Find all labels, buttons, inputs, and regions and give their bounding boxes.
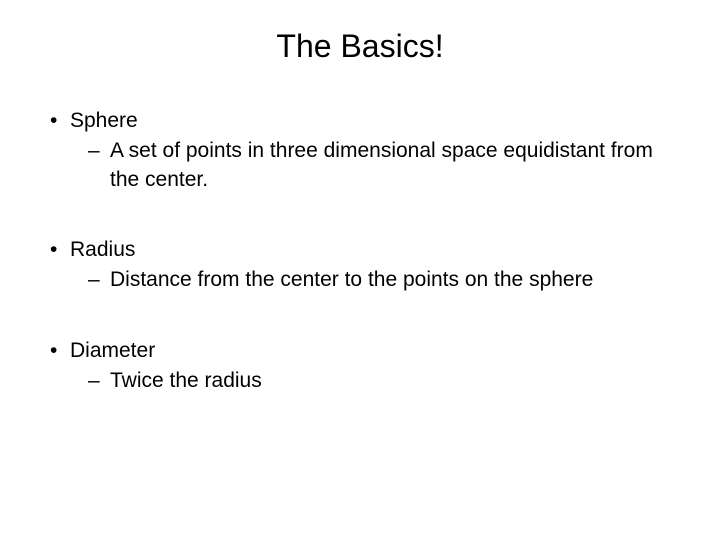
bullet-definition: Distance from the center to the points o… (110, 268, 593, 291)
bullet-definition: Twice the radius (110, 369, 262, 392)
bullet-term: Diameter (70, 339, 155, 362)
bullet-item: Diameter Twice the radius (48, 337, 680, 396)
slide-title: The Basics! (40, 28, 680, 65)
bullet-term: Sphere (70, 109, 138, 132)
bullet-term: Radius (70, 238, 135, 261)
slide-content: Sphere A set of points in three dimensio… (40, 107, 680, 395)
slide-container: The Basics! Sphere A set of points in th… (0, 0, 720, 540)
sub-bullet-item: Twice the radius (88, 367, 680, 395)
sub-bullet-item: A set of points in three dimensional spa… (88, 137, 680, 194)
bullet-definition: A set of points in three dimensional spa… (110, 139, 653, 190)
sub-bullet-list: Twice the radius (70, 367, 680, 395)
bullet-item: Sphere A set of points in three dimensio… (48, 107, 680, 194)
sub-bullet-item: Distance from the center to the points o… (88, 266, 680, 294)
sub-bullet-list: Distance from the center to the points o… (70, 266, 680, 294)
bullet-list: Sphere A set of points in three dimensio… (40, 107, 680, 395)
sub-bullet-list: A set of points in three dimensional spa… (70, 137, 680, 194)
bullet-item: Radius Distance from the center to the p… (48, 236, 680, 295)
